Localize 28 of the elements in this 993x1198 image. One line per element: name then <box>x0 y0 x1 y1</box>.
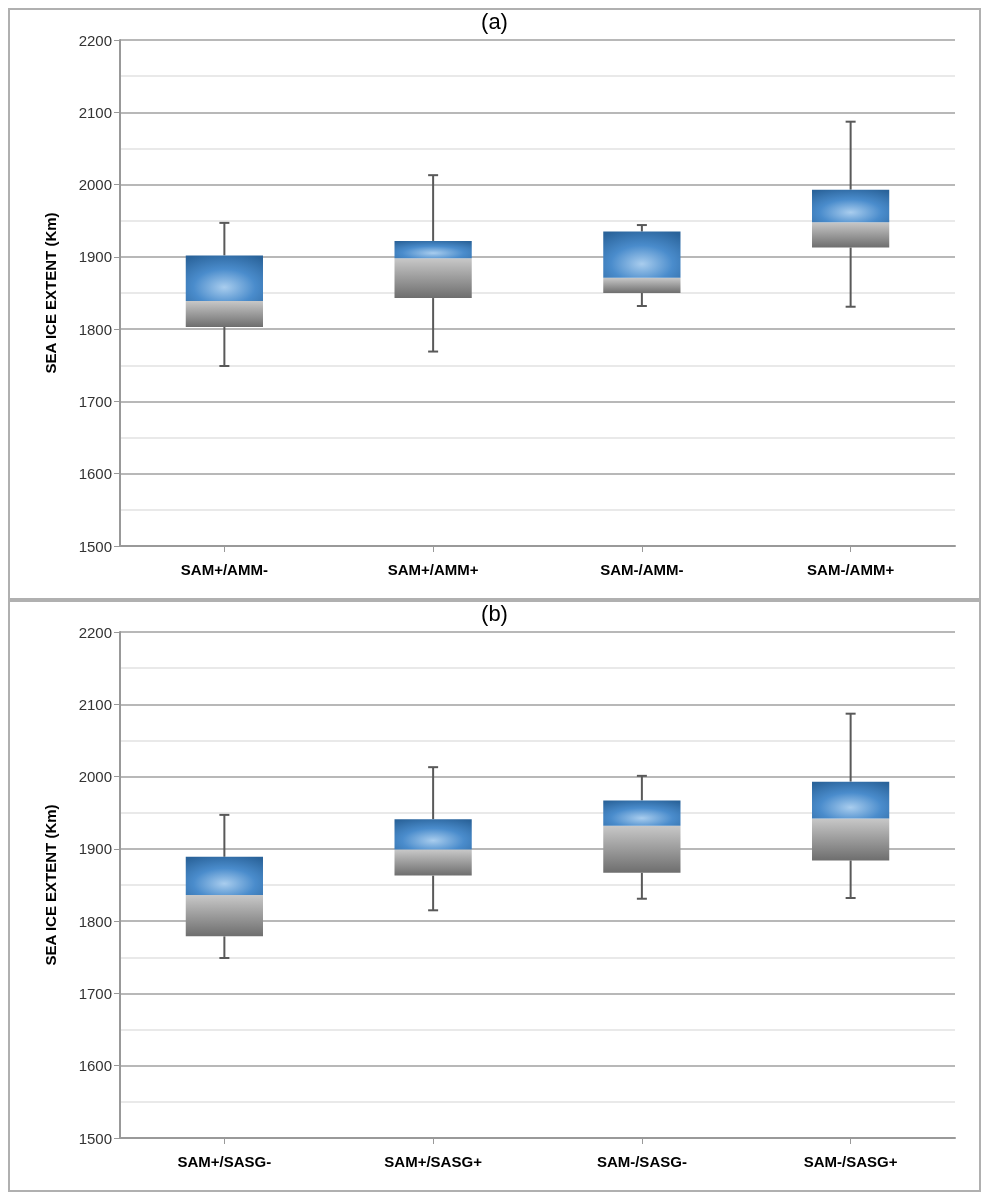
x-tick-label: SAM-/SASG+ <box>803 1153 898 1170</box>
chart-title: (a) <box>481 8 508 34</box>
y-tick-label: 1900 <box>78 840 112 858</box>
y-tick-label: 2200 <box>78 31 112 49</box>
y-tick-label: 1900 <box>78 248 112 266</box>
x-tick-label: SAM+/AMM- <box>180 561 268 578</box>
x-tick-label: SAM+/AMM+ <box>387 561 479 578</box>
y-tick-label: 1800 <box>78 320 112 338</box>
y-tick-label: 2000 <box>78 768 112 786</box>
y-tick-label: 2100 <box>78 695 112 713</box>
y-tick-label: 1700 <box>78 392 112 410</box>
y-tick-label: 1500 <box>78 537 112 555</box>
y-tick-label: 1600 <box>78 465 112 483</box>
y-tick-label: 1500 <box>78 1129 112 1147</box>
y-axis-title: SEA ICE EXTENT (Km) <box>42 212 59 374</box>
y-tick-label: 2200 <box>78 623 112 641</box>
y-tick-label: 1700 <box>78 984 112 1002</box>
y-tick-label: 1600 <box>78 1057 112 1075</box>
y-tick-label: 2100 <box>78 103 112 121</box>
x-tick-label: SAM+/SASG+ <box>384 1153 483 1170</box>
y-tick-label: 1800 <box>78 912 112 930</box>
y-axis-title: SEA ICE EXTENT (Km) <box>42 804 59 966</box>
x-tick-label: SAM-/SASG- <box>596 1153 687 1170</box>
y-tick-label: 2000 <box>78 176 112 194</box>
x-tick-label: SAM-/AMM+ <box>807 561 895 578</box>
chart-title: (b) <box>481 600 508 626</box>
x-tick-label: SAM-/AMM- <box>600 561 684 578</box>
x-tick-label: SAM+/SASG- <box>177 1153 272 1170</box>
